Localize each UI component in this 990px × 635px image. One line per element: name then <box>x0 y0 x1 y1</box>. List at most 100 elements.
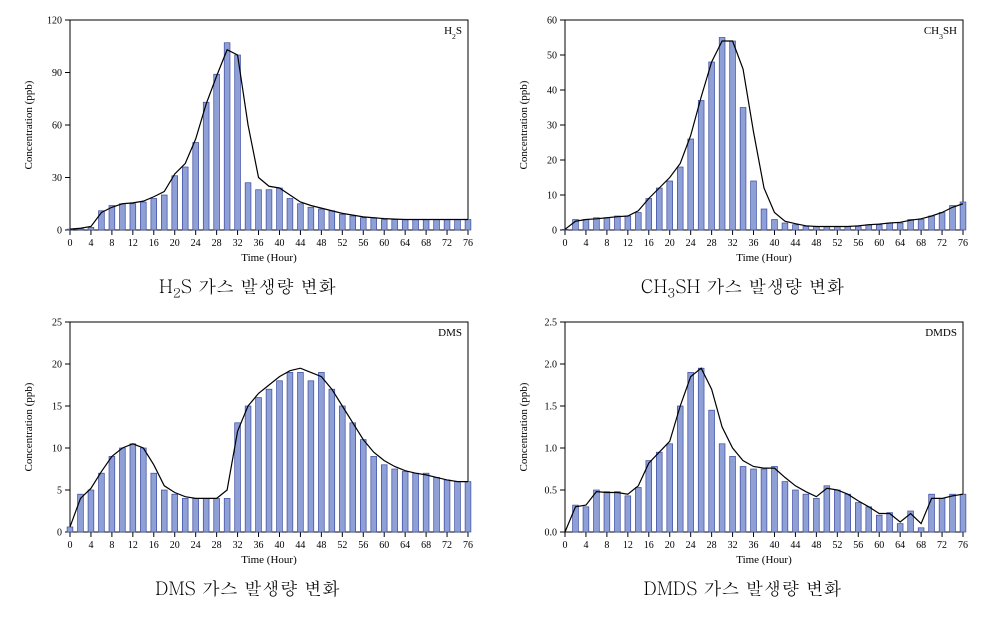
svg-text:24: 24 <box>685 540 695 551</box>
svg-text:60: 60 <box>52 121 62 132</box>
svg-text:24: 24 <box>190 238 200 249</box>
caption-ch3sh: CH3SH 가스 발생량 변화 <box>641 274 845 302</box>
svg-text:68: 68 <box>916 238 926 249</box>
svg-text:48: 48 <box>316 540 326 551</box>
svg-text:H2S: H2S <box>444 25 462 41</box>
svg-text:Time (Hour): Time (Hour) <box>241 252 297 264</box>
chart-h2s: 0306090120048121620242832364044485256606… <box>18 10 478 270</box>
svg-text:48: 48 <box>811 238 821 249</box>
panel-ch3sh: 0102030405060048121620242832364044485256… <box>505 10 980 302</box>
panel-dms: 0510152025048121620242832364044485256606… <box>10 312 485 601</box>
svg-text:40: 40 <box>769 540 779 551</box>
chart-ch3sh: 0102030405060048121620242832364044485256… <box>513 10 973 270</box>
svg-text:0: 0 <box>562 238 567 249</box>
svg-text:48: 48 <box>316 238 326 249</box>
svg-text:Concentration (ppb): Concentration (ppb) <box>23 382 35 471</box>
svg-text:8: 8 <box>604 238 609 249</box>
svg-text:52: 52 <box>832 238 842 249</box>
svg-text:60: 60 <box>874 540 884 551</box>
svg-text:Concentration (ppb): Concentration (ppb) <box>518 382 530 471</box>
svg-text:28: 28 <box>211 540 221 551</box>
svg-text:0: 0 <box>57 226 62 237</box>
svg-text:32: 32 <box>727 540 737 551</box>
svg-text:56: 56 <box>358 540 368 551</box>
svg-text:DMS: DMS <box>438 327 462 339</box>
svg-text:32: 32 <box>727 238 737 249</box>
svg-text:10: 10 <box>547 191 557 202</box>
svg-text:25: 25 <box>52 317 62 328</box>
caption-h2s: H2S 가스 발생량 변화 <box>159 274 336 302</box>
caption-dmds: DMDS 가스 발생량 변화 <box>644 576 842 601</box>
svg-text:0.5: 0.5 <box>544 485 557 496</box>
svg-text:28: 28 <box>706 540 716 551</box>
svg-text:16: 16 <box>643 540 653 551</box>
svg-text:Time (Hour): Time (Hour) <box>241 554 297 566</box>
svg-text:60: 60 <box>547 16 557 27</box>
svg-text:60: 60 <box>379 540 389 551</box>
svg-text:2.0: 2.0 <box>544 359 557 370</box>
svg-text:56: 56 <box>358 238 368 249</box>
svg-text:72: 72 <box>442 238 452 249</box>
svg-text:24: 24 <box>190 540 200 551</box>
svg-text:12: 12 <box>622 540 632 551</box>
svg-text:30: 30 <box>547 121 557 132</box>
chart-dms: 0510152025048121620242832364044485256606… <box>18 312 478 572</box>
svg-text:20: 20 <box>547 156 557 167</box>
svg-text:16: 16 <box>643 238 653 249</box>
svg-text:44: 44 <box>295 540 305 551</box>
svg-text:32: 32 <box>232 540 242 551</box>
svg-text:44: 44 <box>790 540 800 551</box>
svg-text:64: 64 <box>400 238 410 249</box>
svg-text:1.5: 1.5 <box>544 401 557 412</box>
svg-text:28: 28 <box>706 238 716 249</box>
svg-text:0: 0 <box>67 540 72 551</box>
svg-text:64: 64 <box>895 238 905 249</box>
svg-text:12: 12 <box>127 540 137 551</box>
svg-text:56: 56 <box>853 238 863 249</box>
svg-text:12: 12 <box>622 238 632 249</box>
svg-text:0.0: 0.0 <box>544 527 557 538</box>
svg-text:4: 4 <box>583 540 588 551</box>
svg-text:2.5: 2.5 <box>544 317 557 328</box>
svg-text:44: 44 <box>790 238 800 249</box>
svg-text:56: 56 <box>853 540 863 551</box>
svg-text:1.0: 1.0 <box>544 443 557 454</box>
svg-text:68: 68 <box>916 540 926 551</box>
svg-text:CH3SH: CH3SH <box>923 25 956 41</box>
svg-text:44: 44 <box>295 238 305 249</box>
svg-text:20: 20 <box>169 540 179 551</box>
svg-text:20: 20 <box>664 238 674 249</box>
svg-text:30: 30 <box>52 173 62 184</box>
svg-text:20: 20 <box>52 359 62 370</box>
svg-text:40: 40 <box>274 540 284 551</box>
svg-text:72: 72 <box>937 238 947 249</box>
svg-text:50: 50 <box>547 51 557 62</box>
svg-text:36: 36 <box>748 238 758 249</box>
chart-dmds: 0.00.51.01.52.02.50481216202428323640444… <box>513 312 973 572</box>
svg-text:52: 52 <box>337 238 347 249</box>
svg-text:120: 120 <box>47 16 62 27</box>
svg-text:8: 8 <box>604 540 609 551</box>
svg-text:16: 16 <box>148 540 158 551</box>
svg-text:32: 32 <box>232 238 242 249</box>
svg-text:0: 0 <box>562 540 567 551</box>
caption-dms: DMS 가스 발생량 변화 <box>155 576 340 601</box>
svg-text:20: 20 <box>664 540 674 551</box>
svg-text:20: 20 <box>169 238 179 249</box>
svg-text:12: 12 <box>127 238 137 249</box>
svg-text:52: 52 <box>832 540 842 551</box>
svg-text:0: 0 <box>552 226 557 237</box>
svg-text:68: 68 <box>421 238 431 249</box>
svg-text:76: 76 <box>463 540 473 551</box>
svg-text:90: 90 <box>52 68 62 79</box>
chart-grid: 0306090120048121620242832364044485256606… <box>10 10 980 601</box>
svg-text:Time (Hour): Time (Hour) <box>736 252 792 264</box>
svg-text:76: 76 <box>463 238 473 249</box>
svg-text:Time (Hour): Time (Hour) <box>736 554 792 566</box>
svg-text:DMDS: DMDS <box>925 327 957 339</box>
svg-text:48: 48 <box>811 540 821 551</box>
svg-text:60: 60 <box>874 238 884 249</box>
svg-text:64: 64 <box>400 540 410 551</box>
svg-text:24: 24 <box>685 238 695 249</box>
svg-text:4: 4 <box>88 540 93 551</box>
